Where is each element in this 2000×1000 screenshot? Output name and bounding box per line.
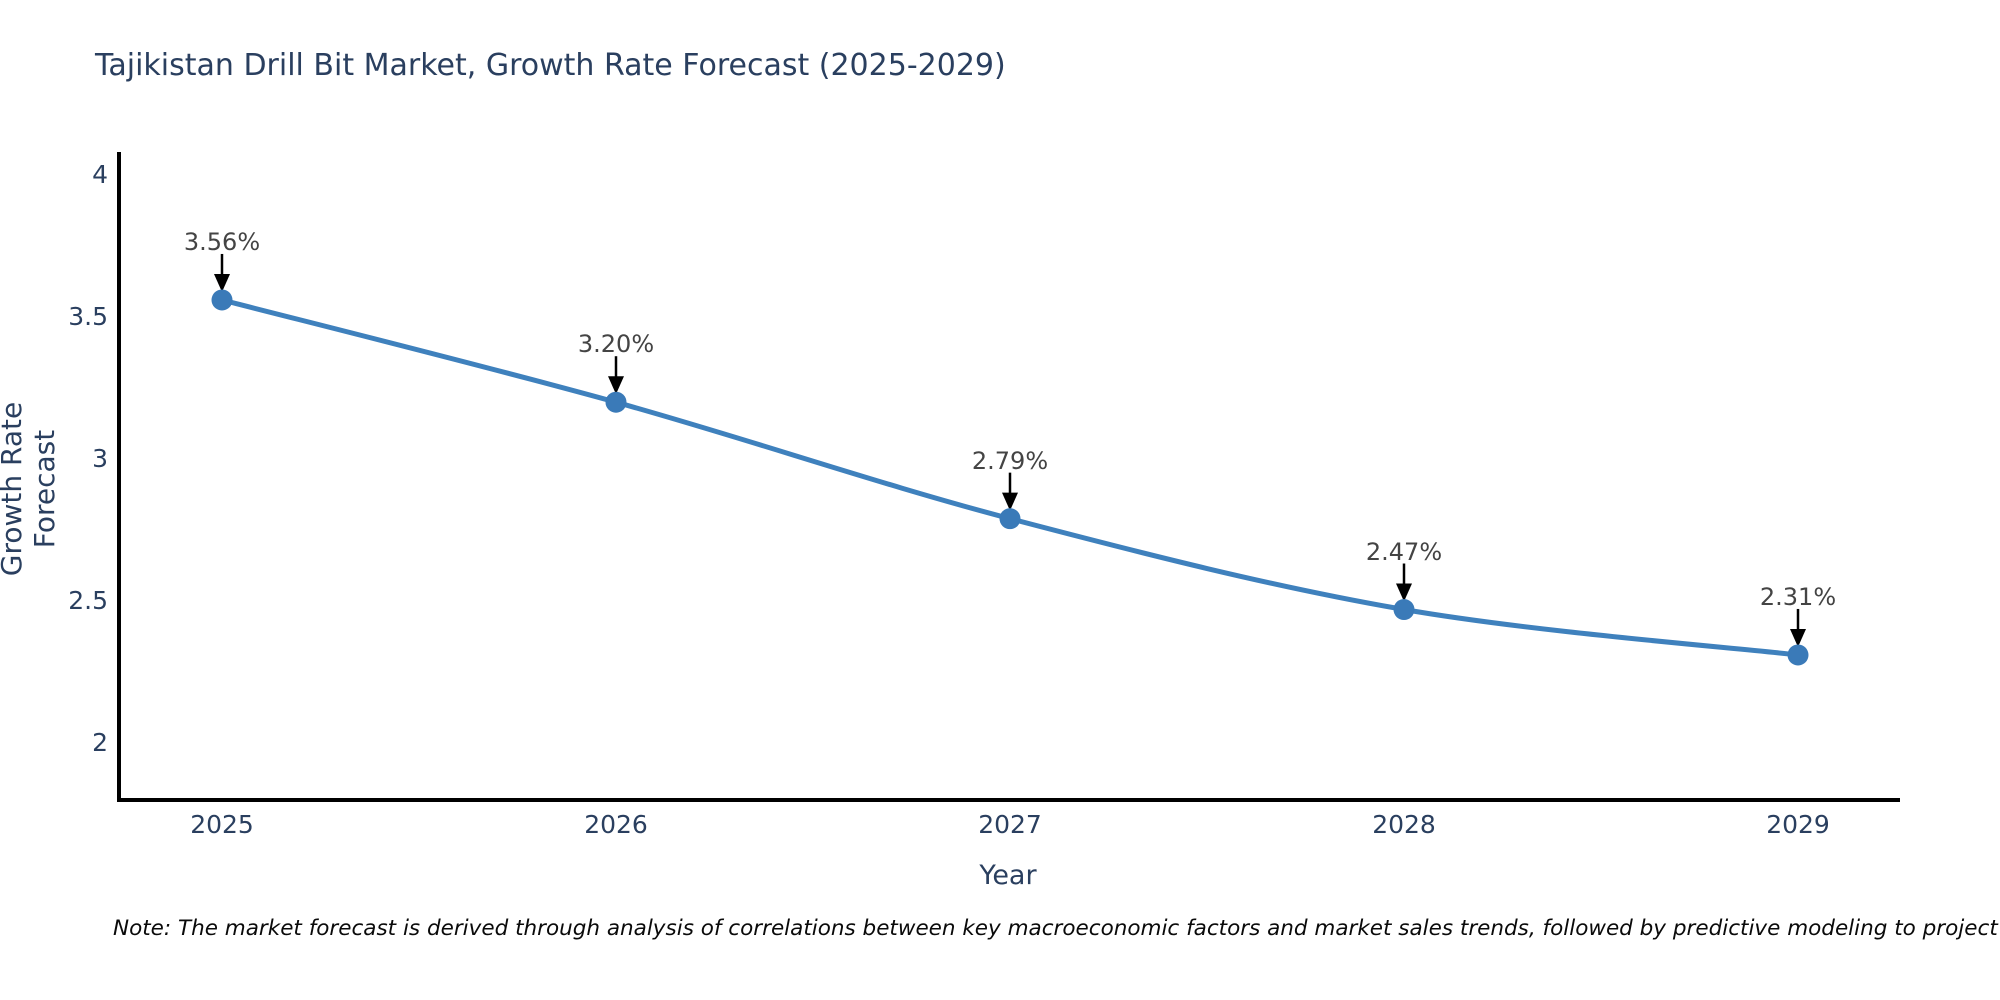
data-point-annotation: 2.31% [1759,582,1837,611]
y-tick-label: 2.5 [68,586,108,615]
data-point-annotation: 3.56% [183,227,261,256]
x-tick-label: 2028 [1372,810,1436,839]
y-tick-label: 3 [92,444,108,473]
y-tick-label: 4 [92,160,108,189]
data-point-marker [1393,599,1415,621]
y-tick-label: 2 [92,728,108,757]
x-tick-label: 2025 [190,810,254,839]
data-point-marker [999,508,1021,530]
annotation-arrowhead-icon [214,273,230,292]
annotation-arrowhead-icon [608,376,624,395]
x-axis-title: Year [979,860,1037,891]
annotation-arrowhead-icon [1002,492,1018,511]
data-point-marker [605,391,627,413]
data-point-annotation: 3.20% [577,330,655,359]
data-point-marker [211,289,233,311]
y-tick-label: 3.5 [68,302,108,331]
footnote: Note: The market forecast is derived thr… [113,916,2000,941]
data-point-marker [1787,644,1809,666]
y-axis-title: Growth Rate Forecast [0,401,61,577]
x-tick-label: 2029 [1766,810,1830,839]
chart-title: Tajikistan Drill Bit Market, Growth Rate… [95,48,1006,83]
x-tick-label: 2027 [978,810,1042,839]
x-tick-label: 2026 [584,810,648,839]
annotation-arrowhead-icon [1396,583,1412,602]
data-point-annotation: 2.79% [971,446,1049,475]
data-point-annotation: 2.47% [1365,537,1443,566]
annotation-arrowhead-icon [1790,628,1806,647]
